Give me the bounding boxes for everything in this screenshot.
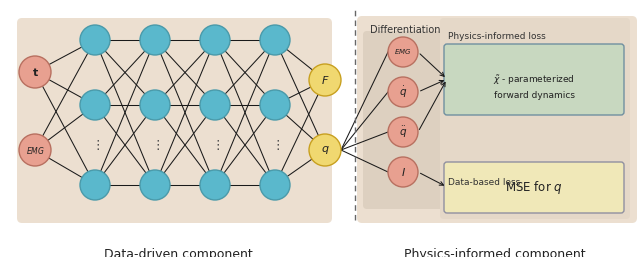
Text: $\tilde{\chi}$ - parameterized: $\tilde{\chi}$ - parameterized (493, 73, 575, 87)
Text: forward dynamics: forward dynamics (493, 91, 575, 100)
Text: $q$: $q$ (321, 144, 330, 156)
Circle shape (388, 37, 418, 67)
Circle shape (260, 170, 290, 200)
Text: $I$: $I$ (401, 166, 406, 178)
Text: $\vdots$: $\vdots$ (211, 138, 220, 152)
Text: Differentiation: Differentiation (370, 25, 440, 35)
FancyBboxPatch shape (17, 18, 332, 223)
Circle shape (19, 56, 51, 88)
Text: Data-based loss: Data-based loss (448, 178, 520, 187)
Text: $EMG$: $EMG$ (394, 48, 412, 57)
Circle shape (309, 64, 341, 96)
Circle shape (388, 77, 418, 107)
Circle shape (260, 25, 290, 55)
Circle shape (140, 90, 170, 120)
Text: $\dot{q}$: $\dot{q}$ (399, 84, 407, 100)
Text: $\mathbf{t}$: $\mathbf{t}$ (31, 66, 38, 78)
Circle shape (309, 134, 341, 166)
Text: Physics-informed component: Physics-informed component (404, 248, 586, 257)
Text: $\vdots$: $\vdots$ (150, 138, 159, 152)
Text: $\ddot{q}$: $\ddot{q}$ (399, 124, 407, 140)
Circle shape (80, 90, 110, 120)
Circle shape (80, 170, 110, 200)
Circle shape (200, 90, 230, 120)
Text: Data-driven component: Data-driven component (104, 248, 252, 257)
Circle shape (19, 134, 51, 166)
Text: $\vdots$: $\vdots$ (271, 138, 280, 152)
FancyBboxPatch shape (363, 31, 443, 209)
FancyBboxPatch shape (357, 16, 637, 223)
Circle shape (260, 90, 290, 120)
FancyBboxPatch shape (444, 44, 624, 115)
Text: $EMG$: $EMG$ (26, 144, 44, 155)
Text: $F$: $F$ (321, 74, 329, 86)
Circle shape (200, 25, 230, 55)
Circle shape (388, 157, 418, 187)
Circle shape (388, 117, 418, 147)
Circle shape (140, 170, 170, 200)
Circle shape (140, 25, 170, 55)
Text: Physics-informed loss: Physics-informed loss (448, 32, 546, 41)
FancyBboxPatch shape (440, 18, 630, 219)
Text: MSE for $q$: MSE for $q$ (505, 179, 563, 196)
Text: $\vdots$: $\vdots$ (90, 138, 99, 152)
Circle shape (80, 25, 110, 55)
FancyBboxPatch shape (444, 162, 624, 213)
Circle shape (200, 170, 230, 200)
